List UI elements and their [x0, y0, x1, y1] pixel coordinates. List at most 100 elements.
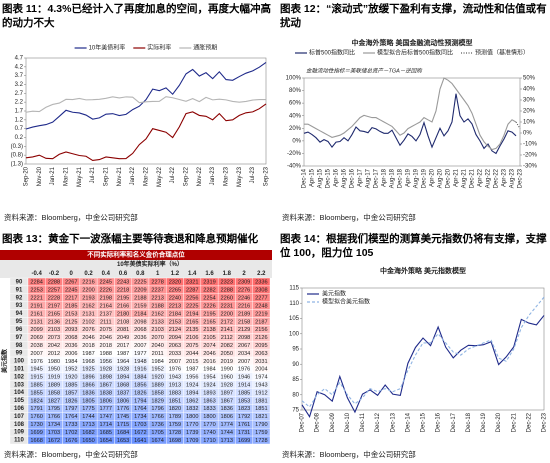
cell-value: 1806 [221, 414, 233, 420]
y-tick-label: 60% [289, 101, 302, 107]
cell-value: 1775 [82, 406, 94, 412]
cell-value: 1674 [151, 438, 163, 444]
column-header: -0.2 [49, 271, 60, 277]
cell-value: 2153 [65, 311, 77, 317]
y-tick-label: 0.2 [15, 135, 24, 141]
column-header: 1.4 [188, 271, 197, 277]
cell-value: 2135 [186, 327, 198, 333]
column-header: 0.2 [84, 271, 93, 277]
x-tick-label: May-22 [157, 166, 163, 187]
cell-value: 1733 [65, 422, 77, 428]
cell-value: 1914 [238, 382, 250, 388]
cell-value: 1838 [100, 390, 112, 396]
cell-value: 1920 [151, 375, 163, 381]
cell-value: 2112 [221, 335, 233, 341]
cell-value: 1715 [117, 422, 129, 428]
cell-value: 1744 [221, 430, 233, 436]
cell-value: 1912 [255, 390, 267, 396]
figure-caption: 图表 12：“滚动式”放缓下盈利有支撑，流动性和估值或有扰动 [280, 3, 547, 29]
cell-value: 2218 [117, 288, 129, 294]
cell-value: 1766 [151, 414, 163, 420]
row-header: 92 [16, 295, 23, 301]
cell-value: 2094 [169, 335, 181, 341]
legend-label: 模型拟合美元指数 [322, 298, 370, 306]
y-tick-label: 85 [292, 377, 299, 383]
x-tick-label: Aug-18 [390, 168, 396, 188]
cell-value: 2188 [134, 296, 146, 302]
cell-value: 1954 [203, 375, 215, 381]
cell-value: 2133 [151, 319, 163, 325]
cell-value: 1770 [203, 422, 215, 428]
cell-value: 2138 [203, 327, 215, 333]
row-header: 91 [16, 287, 23, 293]
cell-value: 1896 [82, 375, 94, 381]
cell-value: 1728 [169, 430, 181, 436]
x-tick-label: Dec-23 [542, 412, 548, 432]
x-tick-label: Aug-22 [486, 168, 492, 188]
y-tick-label: (0.8) [11, 153, 23, 159]
x-tick-label: Apr-15 [310, 168, 316, 187]
cell-value: 1739 [186, 430, 198, 436]
row-header: 94 [16, 311, 23, 317]
cell-value: 1974 [255, 375, 267, 381]
x-tick-label: Apr-20 [430, 168, 436, 187]
cell-value: 2194 [186, 311, 198, 317]
cell-value: 1977 [134, 351, 146, 357]
y2-tick-label: 40% [523, 87, 536, 93]
cell-value: 2049 [117, 335, 129, 341]
cell-value: 1894 [117, 375, 129, 381]
cell-value: 2245 [100, 280, 112, 286]
y-tick-label: 1.2 [15, 117, 24, 123]
x-tick-label: Dec-23 [518, 168, 524, 188]
cell-value: 2093 [65, 327, 77, 333]
x-tick-label: Dec-21 [470, 168, 476, 188]
cell-value: 2137 [100, 311, 112, 317]
row-header: 96 [16, 327, 23, 333]
column-header: -0.4 [31, 271, 42, 277]
cell-value: 2046 [203, 351, 215, 357]
x-tick-label: Jul-23 [250, 166, 256, 183]
cell-value: 2111 [100, 319, 112, 325]
cell-value: 2017 [117, 343, 129, 349]
y-tick-label: 80 [292, 392, 299, 398]
x-tick-label: Apr-19 [406, 168, 412, 187]
cell-value: 1759 [255, 430, 267, 436]
cell-value: 2195 [203, 311, 215, 317]
x-tick-label: Aug-20 [438, 168, 444, 188]
series-line [25, 103, 267, 162]
figure-caption: 图表 13：黄金下一波涨幅主要等待衰退和降息预期催化 [2, 233, 259, 245]
cell-value: 1676 [65, 438, 77, 444]
cell-value: 1705 [151, 430, 163, 436]
cell-value: 1858 [48, 390, 60, 396]
source-note: 资料来源：Bloomberg，中金公司研究部 [282, 450, 416, 459]
x-tick-label: Dec-09 [330, 412, 336, 432]
cell-value: 1885 [30, 382, 42, 388]
cell-value: 2254 [203, 296, 215, 302]
cell-value: 1685 [100, 430, 112, 436]
row-header: 104 [14, 390, 25, 396]
cell-value: 1703 [48, 430, 60, 436]
cell-value: 2278 [151, 280, 163, 286]
cell-value: 1791 [30, 406, 42, 412]
x-tick-label: Dec-15 [326, 168, 332, 188]
cell-value: 1653 [117, 438, 129, 444]
chart: 中金海外策略 美国金融流动性预测模型金融流动性指标＝美联储总资产－TGA－逆回购… [286, 38, 538, 189]
cell-value: 1885 [238, 390, 250, 396]
cell-value: 2226 [100, 288, 112, 294]
cell-value: 2006 [65, 351, 77, 357]
cell-value: 2213 [169, 303, 181, 309]
x-tick-label: Apr-23 [502, 168, 508, 187]
cell-value: 1730 [30, 422, 42, 428]
cell-value: 2166 [117, 303, 129, 309]
x-tick-label: Dec-16 [350, 168, 356, 188]
cell-value: 2323 [221, 280, 233, 286]
cell-value: 1702 [65, 430, 77, 436]
x-tick-label: Dec-10 [345, 412, 351, 432]
row-header: 99 [16, 351, 23, 357]
cell-value: 1824 [30, 398, 42, 404]
cell-value: 2012 [48, 351, 60, 357]
x-tick-label: Dec-13 [390, 412, 396, 432]
cell-value: 1714 [100, 422, 112, 428]
x-tick-label: Nov-21 [117, 166, 123, 186]
